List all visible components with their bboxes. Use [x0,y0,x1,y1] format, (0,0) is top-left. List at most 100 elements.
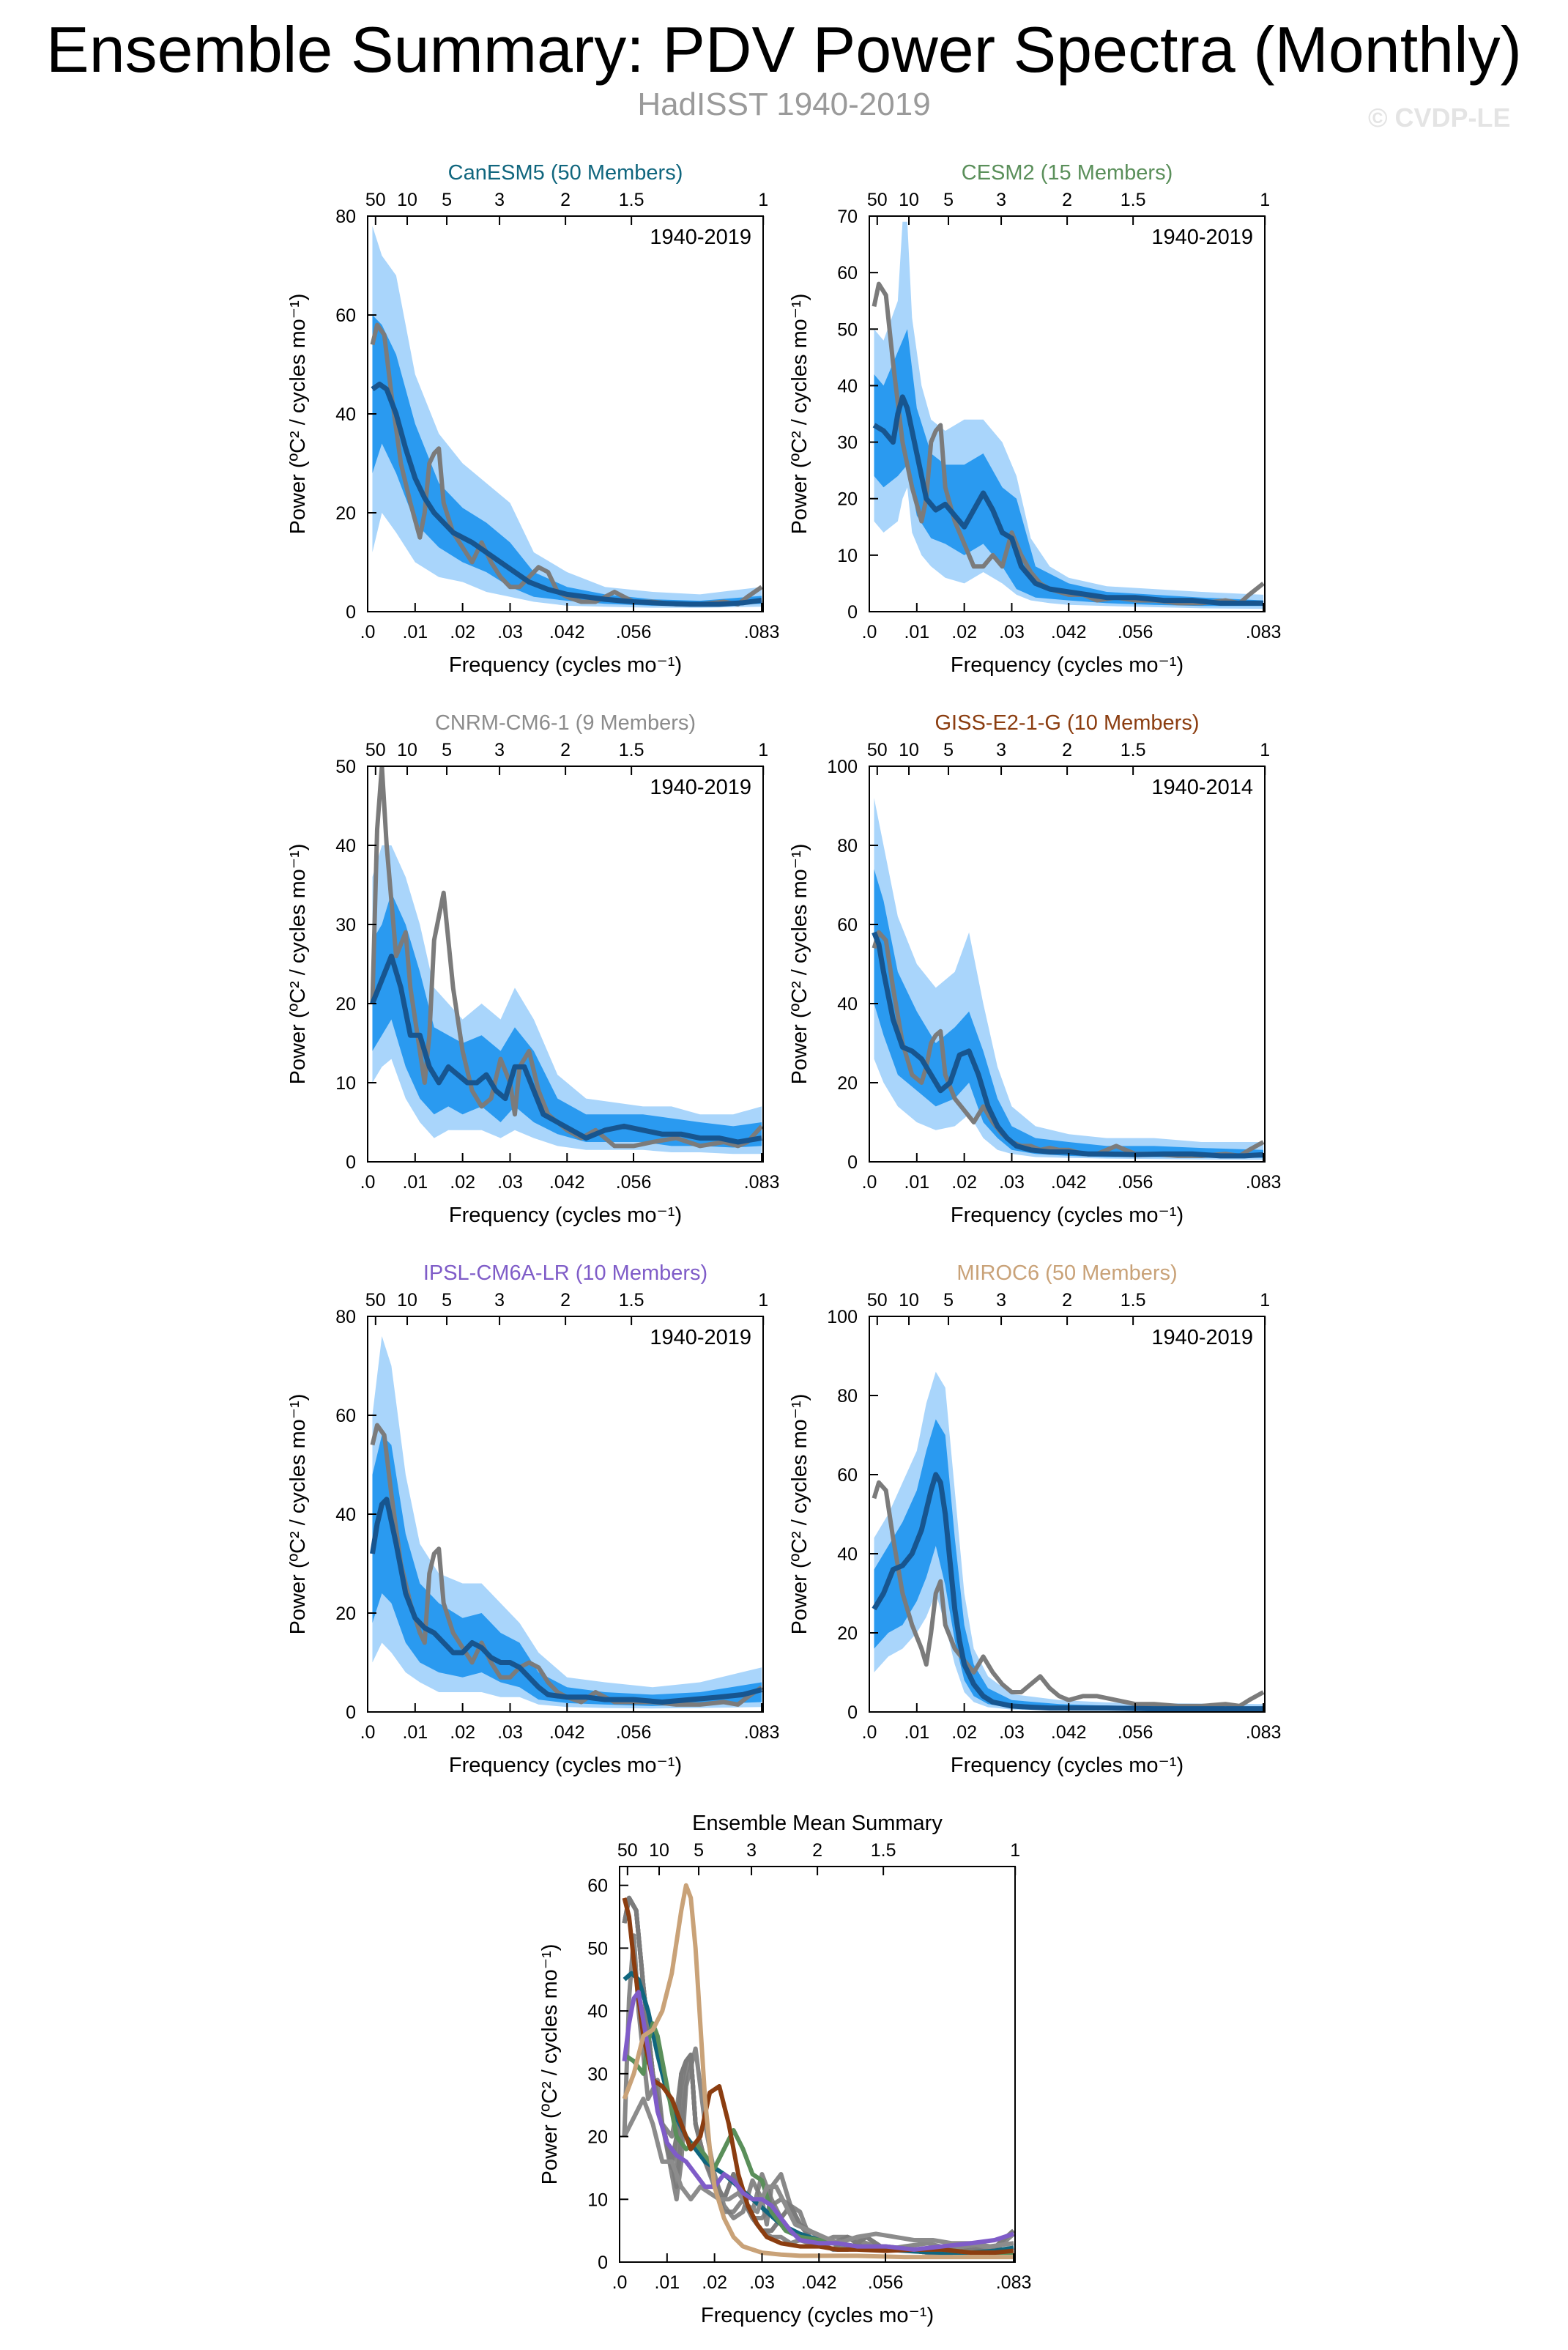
spread-band-inner [874,869,1264,1158]
x-tick-label: .01 [402,1172,428,1193]
panel-title: GISS-E2-1-G (10 Members) [935,711,1200,735]
y-tick-label: 30 [587,2064,608,2085]
y-tick-label: 0 [346,1702,356,1723]
x-tick-label: .03 [999,1172,1025,1193]
y-tick-label: 10 [335,1073,356,1094]
spread-band-outer [874,221,1264,609]
spread-band-inner [372,1435,762,1706]
x-tick-label: .056 [1118,1172,1153,1193]
y-tick-label: 80 [335,1307,356,1327]
plot-area [622,1883,1015,2260]
x-axis-label: Frequency (cycles mo⁻¹) [701,2304,934,2327]
period-label: 1940-2019 [650,776,751,799]
top-tick-label: 50 [867,1290,888,1311]
top-tick-label: 5 [943,1290,954,1311]
y-tick-label: 0 [598,2253,608,2273]
top-tick-label: 1 [1260,740,1270,760]
period-label: 1940-2019 [650,226,751,249]
y-tick-label: 20 [837,489,858,510]
y-tick-label: 80 [837,1386,858,1406]
spread-band-outer [372,226,762,608]
x-tick-label: .0 [862,1172,877,1193]
top-tick-label: 5 [442,1290,452,1311]
x-tick-label: .083 [1246,1722,1282,1743]
model-mean-line [622,2097,1014,2249]
panel-title: IPSL-CM6A-LR (10 Members) [423,1261,707,1285]
spread-band-outer [372,1336,762,1709]
top-tick-label: 1.5 [1121,190,1146,210]
x-axis-label: Frequency (cycles mo⁻¹) [951,1754,1184,1777]
x-axis-label: Frequency (cycles mo⁻¹) [449,1204,682,1227]
y-tick-label: 10 [587,2190,608,2210]
y-tick-label: 80 [335,207,356,227]
y-tick-label: 50 [837,319,858,340]
x-tick-label: .042 [549,622,585,642]
y-tick-label: 20 [587,2127,608,2148]
panel-title: Ensemble Mean Summary [692,1812,943,1835]
y-tick-label: 20 [837,1073,858,1094]
y-tick-label: 40 [587,2001,608,2022]
top-tick-label: 2 [812,1840,822,1861]
credit-watermark: © CVDP-LE [1368,103,1511,133]
x-tick-label: .056 [616,1722,652,1743]
ensemble-mean-line [370,953,762,1145]
top-tick-label: 3 [996,190,1006,210]
x-tick-label: .0 [360,622,376,642]
y-tick-label: 40 [335,836,356,856]
plot-area [370,766,763,1154]
panel-title: CESM2 (15 Members) [962,161,1173,185]
spread-band-inner [372,315,762,606]
y-axis-label: Power (ºC² / cycles mo⁻¹) [538,1944,562,2185]
top-tick-label: 1.5 [1121,740,1146,760]
x-tick-label: .01 [402,1722,428,1743]
x-tick-label: .02 [702,2272,727,2293]
top-tick-label: 1 [1260,1290,1270,1311]
x-tick-label: .083 [1246,1172,1282,1193]
panel-title: CNRM-CM6-1 (9 Members) [435,711,696,735]
top-tick-label: 1 [1010,1840,1020,1861]
y-tick-label: 60 [837,915,858,935]
x-tick-label: .02 [951,622,977,642]
observed-spectrum-line [872,1480,1265,1708]
x-tick-label: .01 [904,1722,929,1743]
main-title: Ensemble Summary: PDV Power Spectra (Mon… [46,13,1522,86]
top-tick-label: 1 [758,190,768,210]
top-tick-label: 1 [758,1290,768,1311]
model-mean-line [622,1883,1014,2260]
top-tick-label: 10 [899,1290,919,1311]
top-tick-label: 2 [560,740,571,760]
top-tick-label: 10 [899,190,919,210]
top-tick-label: 5 [943,190,954,210]
top-tick-label: 1 [758,740,768,760]
panel-title: CanESM5 (50 Members) [448,161,683,185]
observed-spectrum-line [622,1895,1015,2256]
top-tick-label: 5 [442,190,452,210]
top-tick-label: 1.5 [619,1290,644,1311]
top-tick-label: 2 [560,190,571,210]
top-tick-label: 2 [560,1290,571,1311]
top-tick-label: 50 [365,740,386,760]
y-tick-label: 20 [335,994,356,1015]
x-tick-label: .056 [616,622,652,642]
x-tick-label: .056 [1118,622,1153,642]
top-tick-label: 5 [442,740,452,760]
x-tick-label: .0 [360,1172,376,1193]
plot-area [370,1336,763,1709]
x-tick-label: .03 [999,1722,1025,1743]
period-label: 1940-2019 [1151,1326,1253,1349]
top-tick-label: 1.5 [1121,1290,1146,1311]
top-tick-label: 5 [943,740,954,760]
ensemble-mean-line [872,931,1264,1159]
y-tick-label: 20 [335,503,356,524]
y-tick-label: 0 [346,1152,356,1173]
y-tick-label: 40 [837,1544,858,1565]
x-tick-label: .01 [654,2272,680,2293]
plot-area [872,1371,1265,1712]
x-tick-label: .056 [1118,1722,1153,1743]
subtitle: HadISST 1940-2019 [637,86,931,122]
plot-area [370,226,763,608]
